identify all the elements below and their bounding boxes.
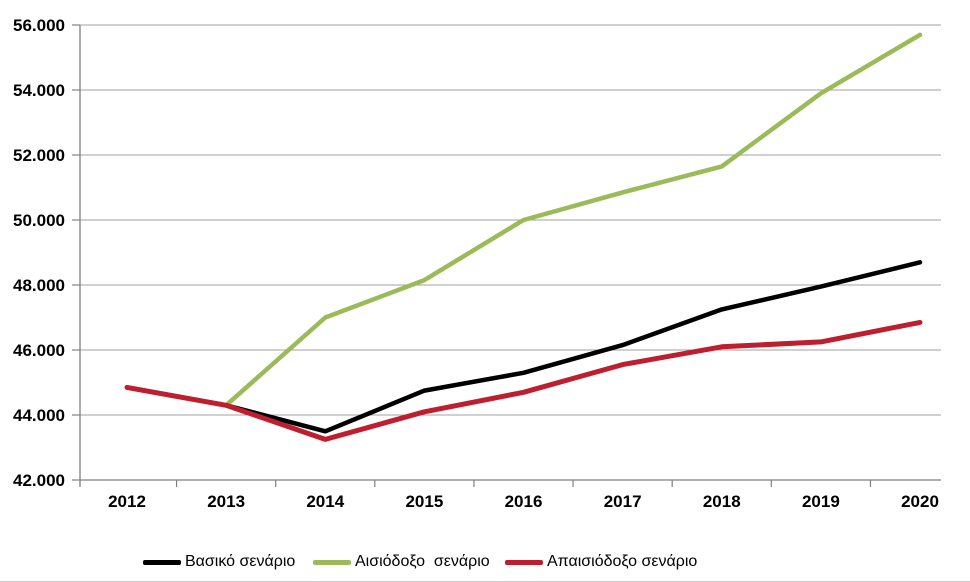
- legend-label: Βασικό σενάριο: [185, 553, 296, 570]
- y-tick-label: 50.000: [13, 211, 65, 230]
- series-line-2: [124, 32, 923, 408]
- x-tick-label: 2019: [802, 492, 840, 511]
- y-tick-label: 44.000: [13, 406, 65, 425]
- x-tick-label: 2018: [703, 492, 741, 511]
- x-tick-label: 2015: [405, 492, 443, 511]
- y-tick-label: 54.000: [13, 81, 65, 100]
- legend-line-swatch: [505, 559, 543, 565]
- legend-line-swatch: [143, 559, 181, 565]
- legend-item-2: Αισιόδοξο σενάριο: [313, 552, 490, 572]
- y-tick-label: 52.000: [13, 146, 65, 165]
- y-tick-label: 42.000: [13, 471, 65, 490]
- legend-label: Απαισιόδοξο σενάριο: [547, 553, 698, 570]
- legend-item-1: Βασικό σενάριο: [143, 552, 295, 572]
- x-tick-label: 2012: [108, 492, 146, 511]
- y-tick-label: 56.000: [13, 16, 65, 35]
- legend-line-swatch: [313, 559, 351, 565]
- series-line-3: [124, 319, 923, 442]
- legend-item-3: Απαισιόδοξο σενάριο: [505, 552, 697, 572]
- x-tick-label: 2017: [604, 492, 642, 511]
- x-tick-label: 2014: [306, 492, 344, 511]
- legend-label: Αισιόδοξο σενάριο: [355, 553, 490, 570]
- x-tick-label: 2020: [901, 492, 939, 511]
- series-line-1: [124, 260, 923, 434]
- x-tick-label: 2013: [207, 492, 245, 511]
- y-tick-label: 46.000: [13, 341, 65, 360]
- y-tick-label: 48.000: [13, 276, 65, 295]
- legend: Βασικό σενάριο Αισιόδοξο σενάριο Απαισιόδο…: [0, 547, 970, 579]
- x-tick-label: 2016: [505, 492, 543, 511]
